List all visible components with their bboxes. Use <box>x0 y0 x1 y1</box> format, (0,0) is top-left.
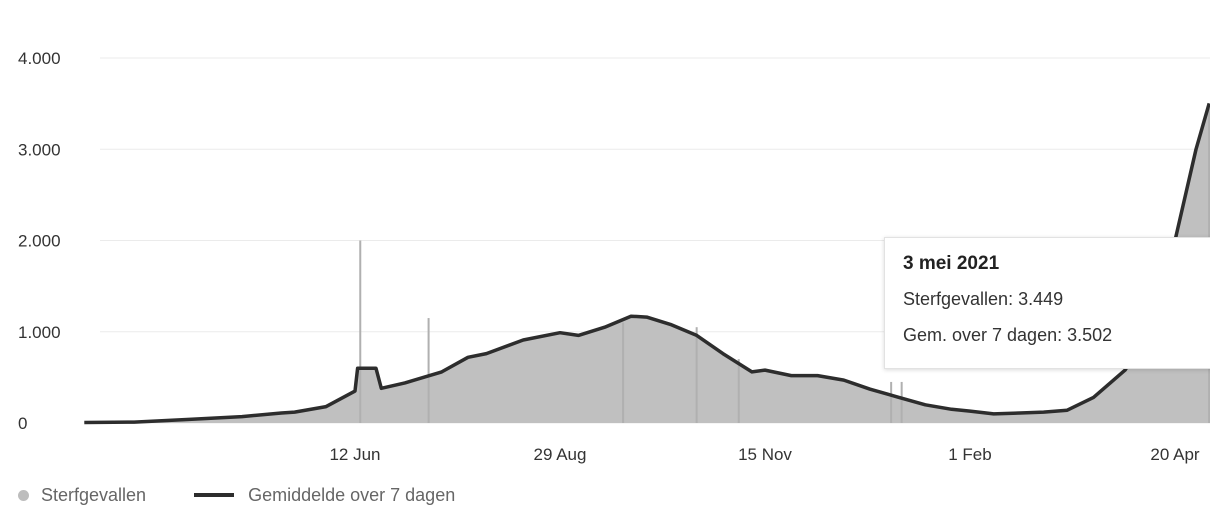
y-tick-label: 0 <box>18 414 27 433</box>
bar <box>622 322 625 423</box>
y-tick-label: 4.000 <box>18 49 61 68</box>
bar <box>900 381 903 423</box>
bar <box>359 240 362 423</box>
legend-item-deaths[interactable]: Sterfgevallen <box>18 485 146 506</box>
legend: Sterfgevallen Gemiddelde over 7 dagen <box>18 484 503 506</box>
tooltip: 3 mei 2021 Sterfgevallen: 3.449 Gem. ove… <box>884 237 1210 369</box>
tooltip-average: Gem. over 7 dagen: 3.502 <box>903 325 1113 345</box>
x-tick-label: 29 Aug <box>534 445 587 464</box>
bar <box>695 327 698 423</box>
bars-area <box>84 103 1210 424</box>
bar <box>737 359 740 423</box>
moving-average-line <box>84 102 1210 425</box>
y-axis: 4.000 3.000 2.000 1.000 0 <box>18 49 61 433</box>
x-tick-label: 20 Apr <box>1150 445 1199 464</box>
series-line <box>84 102 1210 425</box>
x-tick-label: 1 Feb <box>948 445 991 464</box>
y-tick-label: 2.000 <box>18 232 61 251</box>
legend-dot-icon <box>18 489 29 501</box>
tooltip-date: 3 mei 2021 <box>903 253 1000 274</box>
legend-label-average: Gemiddelde over 7 dagen <box>248 484 456 505</box>
bar <box>890 381 893 423</box>
x-tick-label: 12 Jun <box>329 445 380 464</box>
legend-line-icon <box>194 493 235 497</box>
bars-fill <box>84 103 1210 424</box>
bar <box>427 318 430 423</box>
legend-item-average[interactable]: Gemiddelde over 7 dagen <box>194 485 455 506</box>
tooltip-deaths: Sterfgevallen: 3.449 <box>903 289 1064 309</box>
x-tick-label: 15 Nov <box>738 445 792 464</box>
x-axis: 12 Jun 29 Aug 15 Nov 1 Feb 20 Apr <box>329 445 1199 464</box>
y-tick-label: 3.000 <box>18 140 61 159</box>
y-tick-label: 1.000 <box>18 323 61 342</box>
legend-label-deaths: Sterfgevallen <box>41 484 147 505</box>
